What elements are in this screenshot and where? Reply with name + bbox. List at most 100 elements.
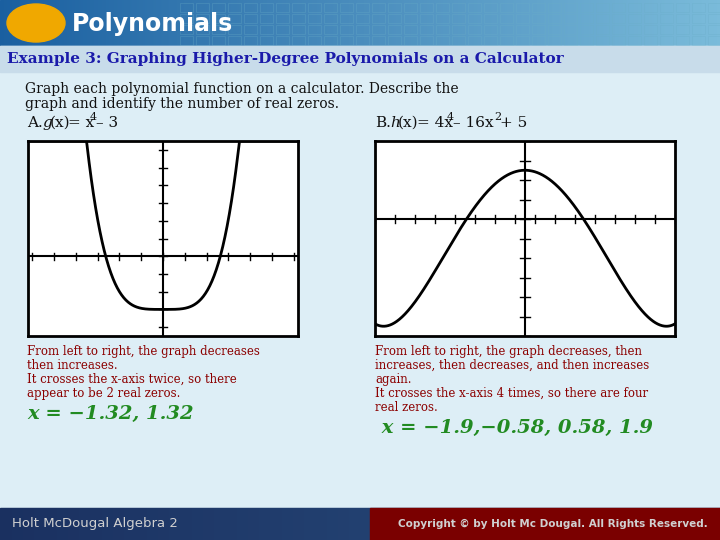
Bar xyxy=(325,508,326,540)
Bar xyxy=(194,0,195,46)
Bar xyxy=(287,508,288,540)
Bar xyxy=(88,508,89,540)
Bar xyxy=(485,0,486,46)
Bar xyxy=(288,508,289,540)
Bar xyxy=(183,0,184,46)
Bar xyxy=(212,14,225,23)
Bar xyxy=(454,0,455,46)
Bar xyxy=(369,508,370,540)
Bar xyxy=(658,0,659,46)
Bar xyxy=(640,0,641,46)
Bar xyxy=(420,3,433,12)
Bar xyxy=(375,0,376,46)
Bar xyxy=(222,508,223,540)
Bar xyxy=(639,508,640,540)
Bar xyxy=(217,0,218,46)
Bar xyxy=(582,0,583,46)
Bar xyxy=(164,0,165,46)
Bar xyxy=(392,0,393,46)
Bar xyxy=(335,508,336,540)
Bar xyxy=(530,0,531,46)
Bar xyxy=(424,0,425,46)
Bar xyxy=(596,508,597,540)
Bar xyxy=(397,0,398,46)
Bar xyxy=(356,36,369,45)
Bar xyxy=(348,0,349,46)
Bar xyxy=(213,508,214,540)
Bar xyxy=(257,0,258,46)
Bar xyxy=(484,25,497,34)
Bar xyxy=(628,508,629,540)
Bar xyxy=(355,0,356,46)
Bar xyxy=(138,0,139,46)
Bar xyxy=(561,0,562,46)
Bar xyxy=(139,0,140,46)
Bar xyxy=(607,0,608,46)
Bar xyxy=(624,0,625,46)
Bar xyxy=(479,0,480,46)
Bar xyxy=(470,0,471,46)
Bar xyxy=(626,508,627,540)
Bar xyxy=(526,0,527,46)
Bar xyxy=(36,0,37,46)
Bar xyxy=(372,508,373,540)
Bar xyxy=(413,508,414,540)
Bar xyxy=(609,0,610,46)
Bar xyxy=(172,0,173,46)
Bar xyxy=(107,508,108,540)
Bar xyxy=(160,508,161,540)
Bar xyxy=(343,508,344,540)
Bar xyxy=(661,0,662,46)
Bar xyxy=(45,0,46,46)
Bar xyxy=(647,508,648,540)
Bar xyxy=(231,0,232,46)
Bar xyxy=(340,25,353,34)
Bar xyxy=(17,0,18,46)
Bar xyxy=(319,508,320,540)
Bar xyxy=(188,508,189,540)
Bar xyxy=(266,0,267,46)
Bar xyxy=(595,0,596,46)
Bar xyxy=(711,508,712,540)
Bar xyxy=(187,0,188,46)
Bar xyxy=(680,508,681,540)
Bar xyxy=(608,0,609,46)
Bar xyxy=(628,14,641,23)
Bar xyxy=(556,508,557,540)
Bar xyxy=(407,508,408,540)
Bar xyxy=(594,0,595,46)
Bar xyxy=(358,508,359,540)
Bar xyxy=(598,0,599,46)
Bar xyxy=(84,508,85,540)
Bar xyxy=(532,25,545,34)
Bar xyxy=(330,0,331,46)
Bar xyxy=(292,0,293,46)
Bar xyxy=(707,0,708,46)
Bar xyxy=(538,508,539,540)
Bar xyxy=(25,0,26,46)
Bar xyxy=(317,508,318,540)
Bar xyxy=(188,0,189,46)
Bar xyxy=(59,0,60,46)
Bar xyxy=(334,508,335,540)
Bar xyxy=(282,0,283,46)
Bar xyxy=(439,0,440,46)
Bar xyxy=(644,25,657,34)
Bar xyxy=(707,508,708,540)
Bar xyxy=(376,508,377,540)
Bar xyxy=(363,508,364,540)
Bar xyxy=(0,0,1,46)
Bar xyxy=(582,508,583,540)
Bar xyxy=(93,0,94,46)
Bar xyxy=(659,508,660,540)
Bar xyxy=(281,508,282,540)
Bar xyxy=(169,0,170,46)
Bar xyxy=(647,0,648,46)
Bar xyxy=(331,508,332,540)
Bar xyxy=(575,0,576,46)
Bar xyxy=(343,0,344,46)
Bar xyxy=(274,0,275,46)
Bar xyxy=(305,0,306,46)
Bar xyxy=(196,14,209,23)
Bar xyxy=(72,508,73,540)
